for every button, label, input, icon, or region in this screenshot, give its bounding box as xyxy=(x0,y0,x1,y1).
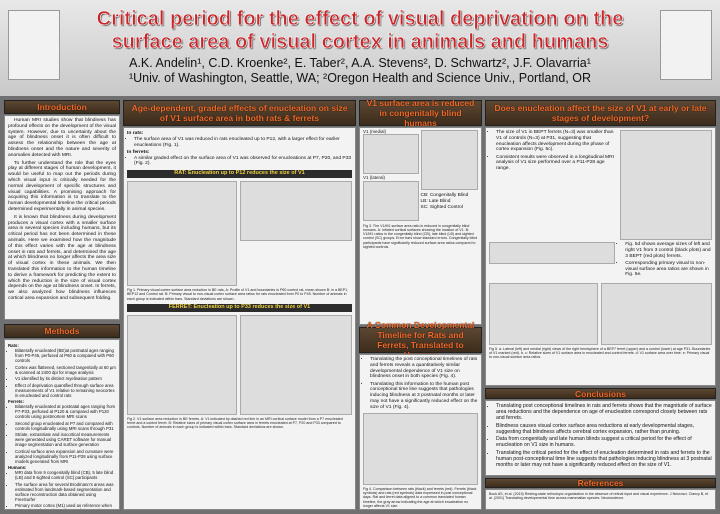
humans-body: V1 (medial) V1 (lateral) CB: Congenitall… xyxy=(359,127,482,325)
figure-ferret-chart xyxy=(240,314,352,415)
caption: Fig 1. Primary visual cortex surface are… xyxy=(127,288,349,301)
bullet: Translating this information to the huma… xyxy=(370,382,478,411)
bullet: Bilaterally enucleated (BE)at postnatal … xyxy=(15,348,116,363)
figure-brain xyxy=(363,134,419,175)
group-label: In ferrets: xyxy=(127,149,150,155)
figure-timeline-chart xyxy=(363,412,478,485)
group-label: Humans: xyxy=(8,465,27,470)
stage-body: The size of V1 in BEPT ferrets (N=3) was… xyxy=(485,127,716,386)
group-label: Rats: xyxy=(8,343,19,348)
bullet-list: Bilaterally enucleated at postnatal ages… xyxy=(8,404,116,464)
figure-ratio-chart xyxy=(601,282,712,345)
poster-title: Critical period for the effect of visual… xyxy=(96,8,624,54)
figure-label: V1 (medial) xyxy=(363,129,387,134)
bullet: Blindness causes visual cortex surface a… xyxy=(496,423,712,435)
bullet: Consistent results were observed in a lo… xyxy=(496,155,617,172)
paragraph: Human MRI studies show that blindness ha… xyxy=(8,118,116,158)
section-heading: Does enucleation affect the size of V1 a… xyxy=(485,100,716,126)
caption: Fig 3. The V1/M1 surface area ratio is r… xyxy=(363,223,478,250)
section-heading: Introduction xyxy=(4,100,120,114)
bullet: The surface area for several Brodmann's … xyxy=(15,482,116,502)
bullet: Translating post conceptional timelines … xyxy=(496,403,712,421)
figure-brain xyxy=(363,180,419,221)
figure-ferret-surface xyxy=(127,314,237,415)
legend-item: CB: Congenitally Blind xyxy=(420,193,469,198)
bullet: Primary motor cortex (M1) used as refere… xyxy=(15,503,116,509)
figure-label: V1 (lateral) xyxy=(363,175,386,181)
legend-item: LB: Late Blind xyxy=(420,199,451,204)
figure-brain xyxy=(489,242,616,264)
section-heading: References xyxy=(485,478,716,488)
figure-ferret-brains xyxy=(620,130,712,240)
section-heading: A Common Developmental Timeline for Rats… xyxy=(359,320,482,360)
logo-uw xyxy=(8,10,60,80)
paragraph: To further understand the role that the … xyxy=(8,160,116,212)
figure-longitudinal-chart xyxy=(489,282,599,345)
authors-block: A.K. Andelin¹, C.D. Kroenke², E. Taber²,… xyxy=(70,56,650,86)
header-band xyxy=(0,0,720,96)
timeline-body: Translating the post conceptional timeli… xyxy=(359,354,482,510)
legend-item: SC: Sighted Control xyxy=(420,205,463,210)
logo-ohsu xyxy=(660,10,712,80)
bullet: The size of V1 in BEPT ferrets (N=3) was… xyxy=(496,130,617,153)
bullet-list: Bilaterally enucleated (BE)at postnatal … xyxy=(8,348,116,398)
section-heading: Conclusions xyxy=(485,388,716,399)
bullet: MRI data from 9 congenitally blind (CB),… xyxy=(15,470,116,480)
bullet: Translating the critical period for the … xyxy=(496,450,712,468)
affiliations: ¹Univ. of Washington, Seattle, WA; ²Oreg… xyxy=(128,71,591,85)
paragraph: It is known that blindness during develo… xyxy=(8,214,116,301)
section-heading: Age-dependent, graded effects of enuclea… xyxy=(123,100,356,126)
caption: Fig 5. a: Lateral (left) and medial (rig… xyxy=(489,346,711,360)
bullet: V1 identified by its distinct myelinatio… xyxy=(15,376,116,381)
figure-rat-chart xyxy=(127,181,237,287)
figure-rat-sections xyxy=(240,181,352,242)
figure-human-chart xyxy=(420,130,478,190)
bullet: The surface area of V1 was reduced in ra… xyxy=(134,137,352,149)
bullet: Data from congenitally and late human bl… xyxy=(496,436,712,448)
bullet-list: MRI data from 9 congenitally blind (CB),… xyxy=(8,470,116,509)
bullet: Cortical surface area expansion and curv… xyxy=(15,449,116,464)
bullet: Bilaterally enucleated at postnatal ages… xyxy=(15,404,116,419)
bullet: A similar graded effect on the surface a… xyxy=(134,156,352,168)
bullet: Corresponding primary visual to non-visu… xyxy=(625,261,712,278)
bullet: Striate, extrastriate and isocortical me… xyxy=(15,432,116,447)
section-heading: V1 surface area is reduced in congenital… xyxy=(359,98,482,128)
banner: RAT: Enucleation up to P12 reduces the s… xyxy=(127,170,352,179)
group-label: Ferrets: xyxy=(8,399,25,404)
bullet: Effect of deprivation quantified through… xyxy=(15,383,116,398)
references-body: Bock AS, et al. (2015) Resting-state ret… xyxy=(485,489,716,510)
section-heading: Methods xyxy=(4,324,120,338)
banner: FERRET: Enucleation up to P33 reduces th… xyxy=(127,303,352,312)
age-dependent-body: In rats: The surface area of V1 was redu… xyxy=(123,127,356,510)
group-label: In rats: xyxy=(127,131,144,136)
bullet: Translating the post conceptional timeli… xyxy=(370,357,478,380)
bullet: Second group enucleated at P7 and compar… xyxy=(15,421,116,431)
introduction-body: Human MRI studies show that blindness ha… xyxy=(4,115,120,320)
bullet: Fig. 5d shows average sizes of left and … xyxy=(625,242,712,259)
methods-body: Rats:Bilaterally enucleated (BE)at postn… xyxy=(4,339,120,510)
authors: A.K. Andelin¹, C.D. Kroenke², E. Taber²,… xyxy=(129,56,591,70)
bullet: Cortex was flattened, sectioned tangenti… xyxy=(15,365,116,375)
caption: Fig 2. V1 surface area reduction in BE f… xyxy=(127,416,343,430)
conclusions-body: Translating post conceptional timelines … xyxy=(485,400,716,476)
caption: Fig 4. Comparison between rats (black) a… xyxy=(363,486,477,508)
